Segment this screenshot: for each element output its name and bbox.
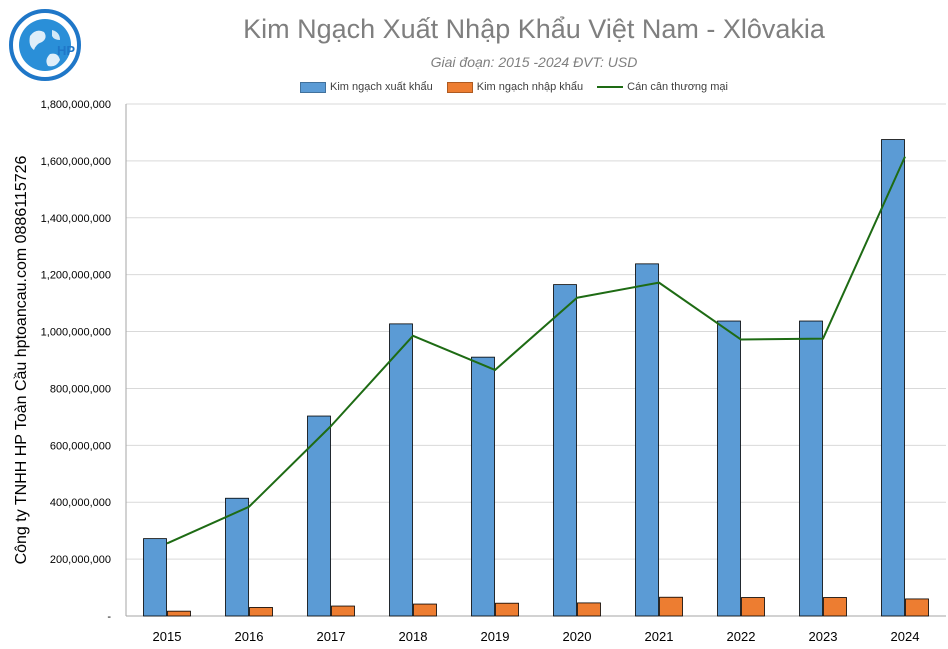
bar-export: [553, 284, 577, 617]
bar-export: [143, 538, 167, 617]
bar-export: [635, 263, 659, 617]
bar-import: [249, 607, 273, 617]
bar-export: [307, 415, 331, 617]
bar-import: [167, 610, 191, 617]
bar-import: [659, 596, 683, 617]
y-tick-label: 600,000,000: [50, 440, 111, 452]
legend-label-export: Kim ngạch xuất khẩu: [330, 81, 433, 93]
x-tick-label: 2018: [399, 629, 428, 644]
x-tick-label: 2017: [317, 629, 346, 644]
legend-item-export: Kim ngạch xuất khẩu: [300, 81, 433, 93]
x-tick-label: 2019: [481, 629, 510, 644]
logo-text: HP: [57, 43, 75, 58]
legend: Kim ngạch xuất khẩu Kim ngạch nhập khẩu …: [300, 79, 742, 95]
legend-item-import: Kim ngạch nhập khẩu: [446, 81, 584, 93]
bar-import: [823, 597, 847, 617]
legend-swatch-balance: [597, 86, 624, 88]
company-logo: HP: [9, 9, 81, 81]
x-tick-label: 2024: [891, 629, 920, 644]
line-balance: [166, 156, 906, 545]
y-tick-label: 1,000,000,000: [41, 327, 111, 339]
y-tick-label: 200,000,000: [50, 554, 111, 566]
legend-swatch-import: [446, 81, 473, 93]
bar-import: [741, 597, 765, 617]
bar-export: [389, 323, 413, 617]
bar-import: [413, 603, 437, 617]
x-tick-label: 2023: [809, 629, 838, 644]
y-tick-label: 400,000,000: [50, 497, 111, 509]
chart-subtitle: Giai đoạn: 2015 -2024 ĐVT: USD: [430, 54, 638, 70]
bar-import: [495, 602, 519, 617]
x-tick-label: 2016: [235, 629, 264, 644]
x-tick-label: 2015: [153, 629, 182, 644]
bar-export: [471, 356, 495, 617]
chart-title: Kim Ngạch Xuất Nhập Khẩu Việt Nam - Xlôv…: [243, 14, 825, 44]
legend-label-balance: Cán cân thương mại: [627, 81, 728, 93]
y-tick-label: 1,600,000,000: [41, 156, 111, 168]
bar-import: [331, 605, 355, 617]
bar-export: [799, 320, 823, 617]
legend-item-balance: Cán cân thương mại: [597, 81, 728, 93]
legend-label-import: Kim ngạch nhập khẩu: [476, 81, 584, 93]
bar-export: [225, 497, 249, 617]
y-tick-label: 1,400,000,000: [41, 213, 111, 225]
y-tick-label: 1,200,000,000: [41, 270, 111, 282]
y-tick-label: -: [107, 611, 111, 623]
bar-import: [577, 602, 601, 617]
bar-export: [717, 320, 741, 617]
legend-swatch-export: [300, 81, 326, 93]
x-tick-label: 2022: [727, 629, 756, 644]
x-tick-label: 2021: [645, 629, 674, 644]
y-tick-label: 1,800,000,000: [41, 99, 111, 111]
bar-export: [881, 139, 905, 617]
x-tick-label: 2020: [563, 629, 592, 644]
y-tick-label: 800,000,000: [50, 383, 111, 395]
bar-import: [905, 598, 929, 617]
